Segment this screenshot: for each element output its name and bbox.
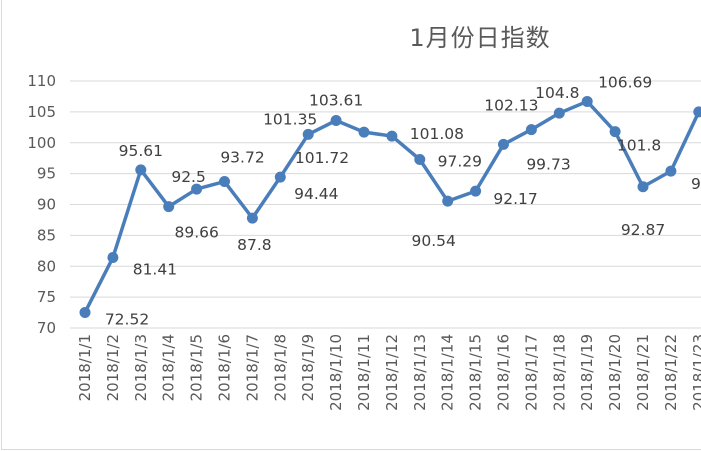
- x-tick-label: 2018/1/12: [383, 334, 401, 411]
- x-tick-label: 2018/1/22: [662, 334, 680, 411]
- data-label: 94.44: [294, 185, 338, 203]
- data-label: 90.54: [412, 232, 456, 250]
- data-label: 93.72: [220, 149, 264, 167]
- data-point: [107, 252, 119, 264]
- y-tick-label: 85: [37, 226, 56, 244]
- x-tick-label: 2018/1/19: [578, 334, 596, 411]
- data-label: 95: [691, 175, 701, 193]
- x-tick-label: 2018/1/4: [160, 334, 178, 401]
- data-point: [581, 95, 593, 107]
- data-point: [414, 153, 426, 165]
- x-tick-label: 2018/1/7: [243, 334, 261, 401]
- data-label: 99.73: [526, 155, 570, 173]
- data-label: 104.8: [535, 84, 579, 102]
- data-point: [442, 195, 454, 207]
- y-tick-label: 100: [27, 134, 56, 152]
- x-tick-label: 2018/1/2: [104, 334, 122, 401]
- x-tick-label: 2018/1/16: [495, 334, 513, 411]
- x-tick-label: 2018/1/8: [271, 334, 289, 401]
- x-tick-label: 2018/1/15: [467, 334, 485, 411]
- data-point: [330, 114, 342, 126]
- data-point: [470, 185, 482, 197]
- data-label: 81.41: [133, 261, 177, 279]
- data-label: 72.52: [105, 310, 149, 328]
- x-tick-label: 2018/1/21: [634, 334, 652, 411]
- y-tick-label: 70: [37, 319, 56, 337]
- data-point: [553, 107, 565, 119]
- x-tick-label: 2018/1/14: [439, 334, 457, 411]
- data-label: 103.61: [309, 91, 363, 109]
- data-point: [637, 181, 649, 193]
- data-point: [609, 126, 621, 138]
- y-tick-label: 95: [37, 165, 56, 183]
- data-label: 92.87: [621, 221, 665, 239]
- data-label: 97.29: [438, 152, 482, 170]
- data-point: [163, 201, 175, 213]
- data-point: [386, 130, 398, 142]
- data-point: [302, 128, 314, 140]
- y-tick-label: 75: [37, 288, 56, 306]
- chart-title: 1月份日指数: [409, 24, 551, 52]
- x-tick-label: 2018/1/20: [606, 334, 624, 411]
- data-point: [191, 183, 203, 195]
- y-tick-label: 80: [37, 257, 56, 275]
- data-label: 106.69: [598, 73, 652, 91]
- x-tick-label: 2018/1/23: [690, 334, 701, 411]
- data-label: 89.66: [175, 224, 219, 242]
- data-point: [79, 306, 91, 318]
- data-point: [498, 138, 509, 150]
- x-tick-label: 2018/1/18: [550, 334, 568, 411]
- data-label: 95.61: [119, 142, 163, 160]
- data-point: [358, 126, 370, 138]
- data-point: [219, 176, 230, 188]
- data-point: [135, 164, 147, 176]
- data-label: 101.08: [410, 125, 464, 143]
- data-point: [693, 106, 701, 118]
- x-tick-label: 2018/1/5: [188, 334, 206, 401]
- data-label: 92.5: [171, 168, 206, 186]
- data-label: 102.13: [484, 97, 538, 115]
- data-point: [525, 124, 537, 136]
- x-tick-label: 2018/1/17: [522, 334, 540, 411]
- data-label: 92.17: [493, 190, 537, 208]
- data-label: 101.35: [263, 110, 317, 128]
- y-tick-label: 110: [27, 72, 56, 90]
- data-label: 101.8: [617, 137, 661, 155]
- data-point: [665, 165, 677, 177]
- x-tick-label: 2018/1/1: [76, 334, 94, 401]
- data-point: [246, 212, 258, 224]
- x-tick-label: 2018/1/13: [411, 334, 429, 411]
- data-label: 87.8: [237, 236, 272, 254]
- x-tick-label: 2018/1/11: [355, 334, 373, 411]
- x-tick-label: 2018/1/3: [132, 334, 150, 401]
- y-tick-label: 105: [27, 103, 56, 121]
- x-tick-label: 2018/1/9: [299, 334, 317, 401]
- x-tick-label: 2018/1/6: [216, 334, 234, 401]
- y-tick-label: 90: [37, 196, 56, 214]
- data-point: [274, 171, 286, 183]
- data-label: 101.72: [295, 149, 349, 167]
- x-tick-label: 2018/1/10: [327, 334, 345, 411]
